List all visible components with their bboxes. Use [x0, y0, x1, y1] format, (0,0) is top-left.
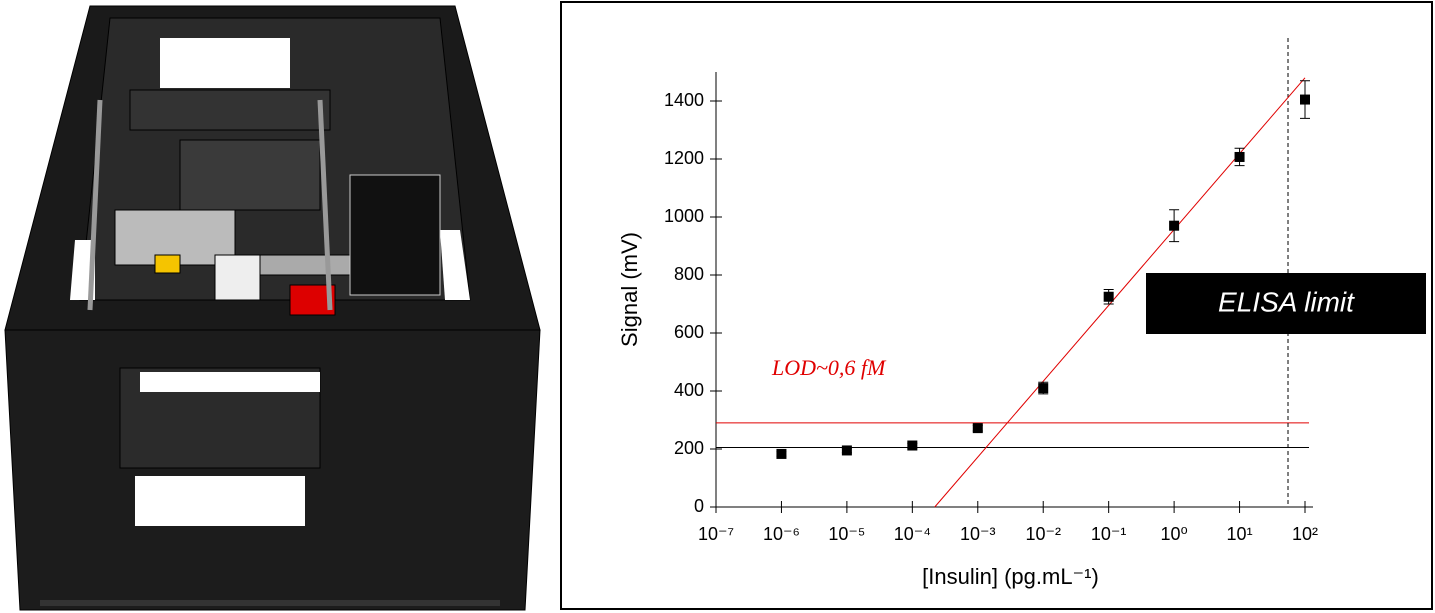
x-tick-label: 10¹: [1227, 524, 1253, 544]
data-point: [1038, 383, 1049, 394]
rail: [129, 89, 331, 131]
y-tick-label: 800: [674, 264, 704, 284]
data-point: [1300, 94, 1310, 105]
rod: [87, 99, 103, 311]
lod-annotation: LOD~0,6 fM: [771, 355, 887, 380]
motor: [349, 174, 441, 296]
y-tick-label: 1200: [664, 148, 704, 168]
fit-line: [934, 77, 1306, 508]
y-tick-label: 400: [674, 380, 704, 400]
x-tick-label: 10⁻¹: [1091, 524, 1127, 544]
data-point: [972, 423, 983, 434]
x-tick-label: 10⁻⁷: [698, 524, 734, 544]
x-tick-label: 10²: [1292, 524, 1318, 544]
x-tick-label: 10⁻³: [960, 524, 996, 544]
window: [140, 372, 320, 392]
data-point: [1234, 151, 1245, 162]
data-point: [1103, 291, 1114, 302]
part: [214, 254, 261, 301]
x-tick-label: 10⁻²: [1025, 524, 1061, 544]
block: [179, 139, 321, 211]
elisa-annotation: ELISA limit: [1218, 286, 1355, 317]
data-point: [841, 445, 852, 456]
x-tick-label: 10⁻⁵: [828, 524, 865, 544]
window: [160, 38, 290, 88]
x-tick-label: 10⁻⁴: [894, 524, 931, 544]
rod: [317, 99, 333, 311]
data-point: [907, 440, 918, 451]
x-axis-label: [Insulin] (pg.mL⁻¹): [922, 564, 1099, 589]
y-tick-label: 0: [694, 496, 704, 516]
window: [135, 476, 305, 526]
base: [40, 600, 500, 606]
device-render: [4, 5, 541, 611]
data-point: [1169, 220, 1180, 231]
window: [440, 230, 470, 300]
label-box: [1146, 273, 1426, 334]
y-tick-label: 1400: [664, 90, 704, 110]
shaft: [259, 254, 361, 276]
y-axis-label: Signal (mV): [617, 232, 642, 347]
y-tick-label: 200: [674, 438, 704, 458]
part: [154, 254, 181, 274]
y-tick-label: 600: [674, 322, 704, 342]
data-point: [776, 448, 787, 459]
chart: 0 200 400 600 800 1000 1200 1400 10⁻⁷ 10⁻⁶ 10⁻⁵ 10⁻…: [560, 1, 1433, 610]
y-tick-label: 1000: [664, 206, 704, 226]
x-tick-label: 10⁻⁶: [763, 524, 800, 544]
x-tick-label: 10⁰: [1160, 524, 1187, 544]
